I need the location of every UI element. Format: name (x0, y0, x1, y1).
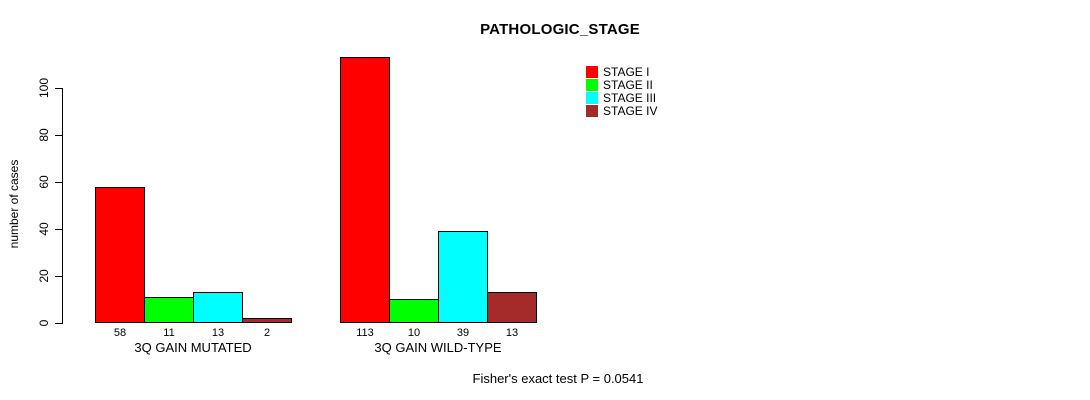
legend-label: STAGE II (603, 78, 653, 92)
y-tick-label: 80 (37, 128, 51, 142)
bar-value-label: 10 (407, 327, 421, 339)
legend-label: STAGE IV (603, 104, 658, 118)
bar-value-label: 13 (505, 327, 519, 339)
bar-value-label: 39 (456, 327, 470, 339)
bar (389, 299, 439, 323)
y-tick-label: 0 (37, 319, 51, 327)
group-label: 3Q GAIN MUTATED (134, 340, 252, 355)
bar (193, 292, 243, 323)
y-tick-label: 20 (37, 269, 51, 283)
y-tick (55, 182, 62, 183)
legend: STAGE I STAGE II STAGE III STAGE IV (586, 66, 657, 117)
bar (438, 231, 488, 323)
y-tick (55, 276, 62, 277)
y-axis-label: number of cases (7, 159, 21, 249)
y-tick-label: 60 (37, 175, 51, 189)
legend-item: STAGE III (586, 92, 657, 104)
bar-value-label: 11 (163, 327, 175, 339)
bar-value-label: 2 (263, 327, 271, 339)
y-axis (62, 88, 63, 324)
bar-value-label: 113 (356, 327, 374, 339)
group-label: 3Q GAIN WILD-TYPE (374, 340, 502, 355)
legend-swatch (586, 79, 598, 91)
legend-swatch (586, 92, 598, 104)
chart-title: PATHOLOGIC_STAGE (480, 21, 640, 38)
bar (340, 57, 390, 323)
y-tick (55, 88, 62, 89)
annotation-text: Fisher's exact test P = 0.0541 (472, 371, 644, 386)
legend-label: STAGE I (603, 65, 650, 79)
legend-swatch (586, 66, 598, 78)
y-tick (55, 135, 62, 136)
legend-label: STAGE III (603, 91, 657, 105)
y-tick (55, 323, 62, 324)
bar (487, 292, 537, 323)
legend-item: STAGE I (586, 66, 657, 78)
y-tick-label: 40 (37, 222, 51, 236)
y-tick (55, 229, 62, 230)
bar-value-label: 13 (211, 327, 225, 339)
bar (242, 318, 292, 323)
legend-item: STAGE IV (586, 105, 657, 117)
y-tick-label: 100 (37, 77, 51, 99)
bar-value-label: 58 (113, 327, 127, 339)
bar (144, 297, 194, 323)
bar (95, 187, 145, 323)
legend-item: STAGE II (586, 79, 657, 91)
legend-swatch (586, 105, 598, 117)
